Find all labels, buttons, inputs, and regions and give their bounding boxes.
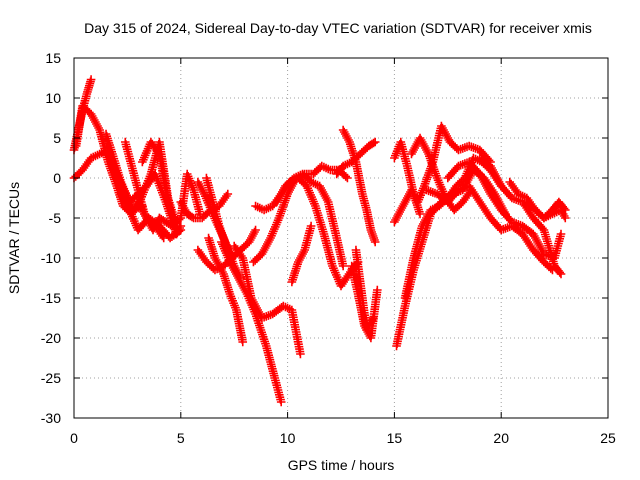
series-34 bbox=[522, 197, 570, 223]
series-6 bbox=[116, 189, 186, 243]
series-19 bbox=[272, 169, 348, 271]
data-point bbox=[338, 261, 348, 271]
x-tick-label: 25 bbox=[600, 430, 616, 446]
series-31 bbox=[443, 157, 566, 263]
data-point bbox=[86, 75, 96, 84]
series-26 bbox=[390, 121, 495, 227]
data-point bbox=[556, 229, 566, 239]
y-tick-label: -20 bbox=[41, 330, 61, 346]
data-point bbox=[370, 137, 380, 147]
data-point bbox=[296, 349, 305, 359]
series-28 bbox=[400, 153, 506, 303]
x-tick-label: 20 bbox=[493, 430, 509, 446]
data-point bbox=[373, 285, 382, 295]
x-tick-label: 10 bbox=[280, 430, 296, 446]
series-16 bbox=[229, 241, 305, 359]
x-tick-label: 0 bbox=[70, 430, 78, 446]
data-point bbox=[560, 213, 570, 223]
y-tick-label: 5 bbox=[53, 130, 61, 146]
y-tick-label: 0 bbox=[53, 170, 61, 186]
y-axis-label: SDTVAR / TECUs bbox=[6, 182, 22, 294]
data-point bbox=[238, 337, 248, 347]
y-tick-label: -5 bbox=[49, 210, 62, 226]
series-25 bbox=[390, 137, 425, 219]
data-point bbox=[306, 221, 316, 231]
data-point bbox=[415, 209, 425, 219]
x-tick-labels: 0 5 10 15 20 25 bbox=[70, 430, 616, 446]
data-point bbox=[370, 237, 380, 247]
data-point bbox=[556, 269, 566, 279]
data-point bbox=[176, 221, 186, 231]
y-tick-labels: 15 10 5 0 -5 -10 -15 -20 -25 -30 bbox=[41, 50, 61, 426]
data-points bbox=[69, 75, 570, 407]
series-32 bbox=[475, 153, 566, 279]
y-tick-label: 15 bbox=[45, 50, 61, 66]
y-tick-label: -15 bbox=[41, 290, 61, 306]
x-axis-label: GPS time / hours bbox=[288, 457, 395, 473]
y-tick-label: -10 bbox=[41, 250, 61, 266]
series-20 bbox=[287, 221, 316, 287]
plot-frame bbox=[73, 57, 609, 419]
series-30 bbox=[422, 181, 557, 275]
data-point bbox=[560, 205, 570, 215]
data-point bbox=[276, 397, 286, 407]
data-point bbox=[223, 189, 233, 199]
data-point bbox=[343, 173, 352, 183]
data-point bbox=[251, 225, 260, 235]
data-point bbox=[368, 313, 378, 323]
y-tick-label: -25 bbox=[41, 370, 61, 386]
x-tick-label: 15 bbox=[387, 430, 403, 446]
chart-title: Day 315 of 2024, Sidereal Day-to-day VTE… bbox=[84, 20, 592, 36]
axis-ticks bbox=[73, 57, 609, 419]
series-15 bbox=[217, 237, 286, 407]
series-24 bbox=[351, 245, 378, 335]
y-tick-label: 10 bbox=[45, 90, 61, 106]
x-tick-label: 5 bbox=[177, 430, 185, 446]
y-tick-label: -30 bbox=[41, 410, 61, 426]
series-22 bbox=[338, 125, 380, 247]
series-18 bbox=[251, 173, 363, 291]
